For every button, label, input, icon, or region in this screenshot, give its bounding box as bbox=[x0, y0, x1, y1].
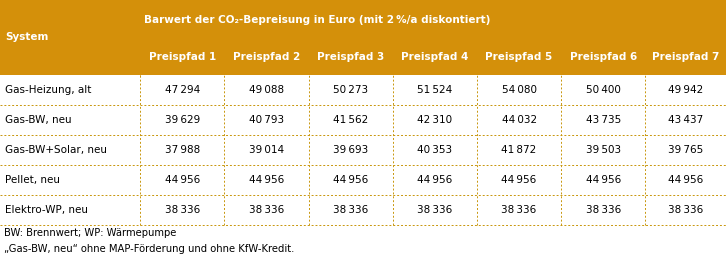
Text: Gas-BW, neu: Gas-BW, neu bbox=[5, 115, 72, 125]
Bar bbox=[0, 135, 726, 165]
Text: 38 336: 38 336 bbox=[249, 205, 284, 215]
Text: 38 336: 38 336 bbox=[333, 205, 368, 215]
Bar bbox=[0, 75, 726, 105]
Text: 49 088: 49 088 bbox=[249, 85, 284, 95]
Text: 44 956: 44 956 bbox=[502, 175, 537, 185]
Text: 54 080: 54 080 bbox=[502, 85, 537, 95]
Text: 44 956: 44 956 bbox=[668, 175, 703, 185]
Text: 43 437: 43 437 bbox=[668, 115, 703, 125]
Bar bbox=[0, 165, 726, 195]
Text: Elektro-WP, neu: Elektro-WP, neu bbox=[5, 205, 88, 215]
Bar bbox=[0, 0, 726, 40]
Text: 50 400: 50 400 bbox=[586, 85, 621, 95]
Text: 40 353: 40 353 bbox=[417, 145, 452, 155]
Text: 38 336: 38 336 bbox=[586, 205, 621, 215]
Text: 50 273: 50 273 bbox=[333, 85, 368, 95]
Text: 40 793: 40 793 bbox=[249, 115, 284, 125]
Text: Barwert der CO₂-Bepreisung in Euro (mit 2 %/a diskontiert): Barwert der CO₂-Bepreisung in Euro (mit … bbox=[144, 15, 491, 25]
Text: Preispfad 7: Preispfad 7 bbox=[652, 52, 719, 62]
Text: Preispfad 5: Preispfad 5 bbox=[486, 52, 552, 62]
Text: 51 524: 51 524 bbox=[417, 85, 452, 95]
Text: 44 956: 44 956 bbox=[165, 175, 200, 185]
Text: 38 336: 38 336 bbox=[417, 205, 452, 215]
Text: 39 693: 39 693 bbox=[333, 145, 368, 155]
Text: Preispfad 4: Preispfad 4 bbox=[401, 52, 468, 62]
Text: System: System bbox=[5, 33, 49, 43]
Text: 44 956: 44 956 bbox=[333, 175, 368, 185]
Text: 38 336: 38 336 bbox=[668, 205, 703, 215]
Text: 44 956: 44 956 bbox=[586, 175, 621, 185]
Bar bbox=[0, 195, 726, 225]
Bar bbox=[0, 105, 726, 135]
Text: 49 942: 49 942 bbox=[668, 85, 703, 95]
Text: Gas-Heizung, alt: Gas-Heizung, alt bbox=[5, 85, 91, 95]
Text: 38 336: 38 336 bbox=[165, 205, 200, 215]
Text: 42 310: 42 310 bbox=[417, 115, 452, 125]
Text: 37 988: 37 988 bbox=[165, 145, 200, 155]
Text: 43 735: 43 735 bbox=[586, 115, 621, 125]
Text: 44 956: 44 956 bbox=[417, 175, 452, 185]
Text: BW: Brennwert; WP: Wärmepumpe: BW: Brennwert; WP: Wärmepumpe bbox=[4, 228, 176, 238]
Text: Pellet, neu: Pellet, neu bbox=[5, 175, 60, 185]
Bar bbox=[0, 40, 726, 75]
Text: Preispfad 6: Preispfad 6 bbox=[570, 52, 637, 62]
Text: „Gas-BW, neu“ ohne MAP-Förderung und ohne KfW-Kredit.: „Gas-BW, neu“ ohne MAP-Förderung und ohn… bbox=[4, 244, 294, 254]
Text: 41 562: 41 562 bbox=[333, 115, 368, 125]
Text: Preispfad 3: Preispfad 3 bbox=[317, 52, 384, 62]
Text: 39 765: 39 765 bbox=[668, 145, 703, 155]
Text: Gas-BW+Solar, neu: Gas-BW+Solar, neu bbox=[5, 145, 107, 155]
Text: Preispfad 1: Preispfad 1 bbox=[149, 52, 216, 62]
Text: 44 956: 44 956 bbox=[249, 175, 284, 185]
Text: Preispfad 2: Preispfad 2 bbox=[233, 52, 300, 62]
Text: 39 503: 39 503 bbox=[586, 145, 621, 155]
Text: 39 014: 39 014 bbox=[249, 145, 284, 155]
Text: 38 336: 38 336 bbox=[502, 205, 537, 215]
Text: 44 032: 44 032 bbox=[502, 115, 537, 125]
Text: 41 872: 41 872 bbox=[502, 145, 537, 155]
Text: 39 629: 39 629 bbox=[165, 115, 200, 125]
Text: 47 294: 47 294 bbox=[165, 85, 200, 95]
